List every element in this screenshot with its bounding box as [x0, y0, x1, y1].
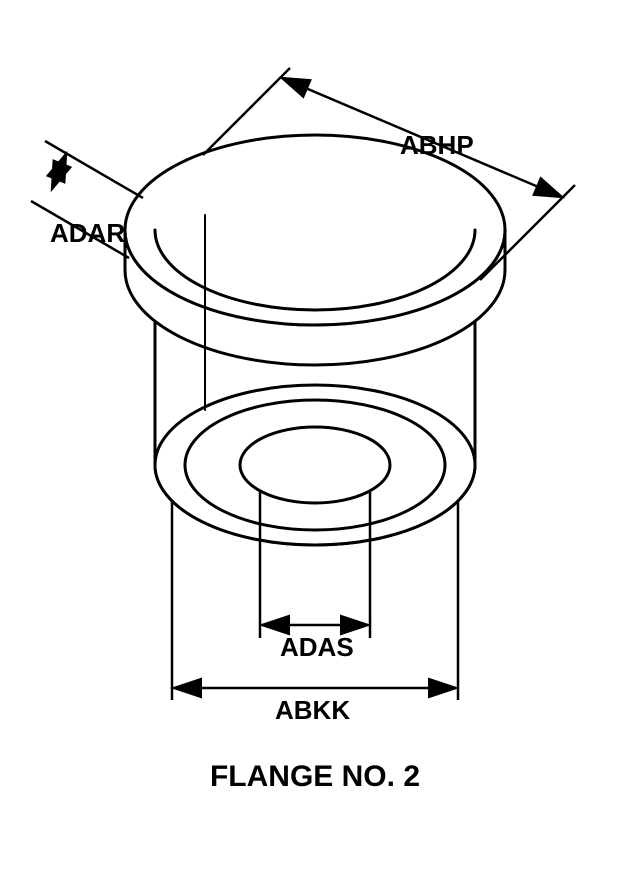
label-adas: ADAS [280, 632, 354, 663]
diagram-canvas: ADAR ABHP ADAS ABKK FLANGE NO. 2 [0, 0, 630, 870]
label-adar: ADAR [50, 218, 125, 249]
label-abhp: ABHP [400, 130, 474, 161]
label-abkk: ABKK [275, 695, 350, 726]
flange-drawing [0, 0, 630, 870]
figure-title: FLANGE NO. 2 [0, 760, 630, 794]
